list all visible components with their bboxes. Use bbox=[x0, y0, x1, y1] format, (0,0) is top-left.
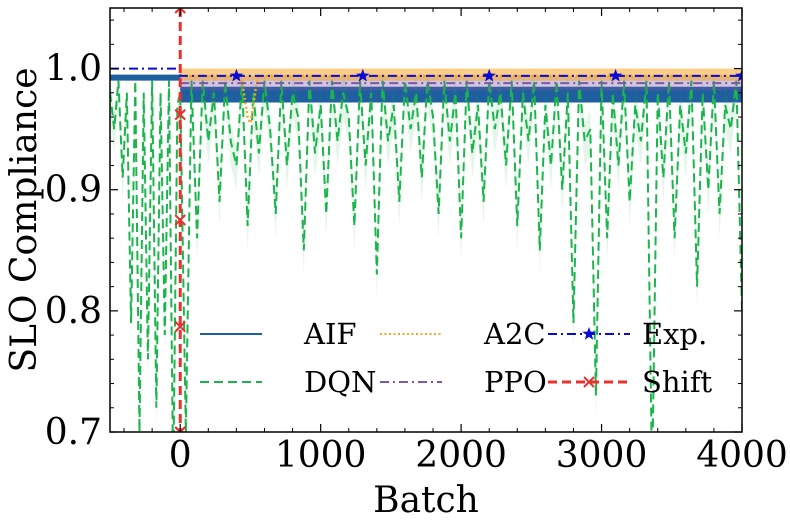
y-tick-label: 0.8 bbox=[45, 291, 102, 332]
x-tick-label: 1000 bbox=[275, 435, 367, 476]
series-layer bbox=[110, 8, 742, 432]
x-axis-title: Batch bbox=[373, 480, 479, 521]
y-tick-label: 0.7 bbox=[45, 412, 102, 453]
y-tick-label: 0.9 bbox=[45, 170, 102, 211]
y-axis-title: SLO Compliance bbox=[4, 67, 45, 372]
shift-x-marker bbox=[174, 214, 186, 226]
legend-star-marker bbox=[582, 327, 596, 340]
series-a2c-line bbox=[180, 74, 742, 128]
x-tick-label: 3000 bbox=[556, 435, 648, 476]
legend-label-exp: Exp. bbox=[642, 317, 707, 351]
y-tick-label: 1.0 bbox=[45, 49, 102, 90]
shift-x-marker bbox=[174, 108, 186, 121]
exp-star-marker bbox=[482, 68, 496, 82]
ticks-layer: 0 1000 2000 3000 4000 0.7 0.8 0.9 1.0 bbox=[45, 8, 788, 476]
legend-x-marker bbox=[583, 376, 595, 388]
legend-label-dqn: DQN bbox=[304, 365, 376, 399]
legend-label-shift: Shift bbox=[642, 365, 713, 399]
x-tick-label: 2000 bbox=[415, 435, 507, 476]
legend-label-aif: AIF bbox=[303, 317, 357, 351]
x-tick-label: 0 bbox=[169, 435, 192, 476]
plot-frame bbox=[109, 7, 743, 433]
legend: AIF A2C Exp. DQN PPO Shift bbox=[200, 317, 713, 399]
legend-label-ppo: PPO bbox=[484, 365, 547, 399]
legend-label-a2c: A2C bbox=[483, 317, 546, 351]
exp-star-marker bbox=[229, 68, 244, 82]
shift-x-marker bbox=[174, 320, 186, 333]
shift-x-marker bbox=[174, 426, 186, 432]
exp-star-marker bbox=[735, 68, 742, 82]
exp-star-marker bbox=[608, 68, 623, 82]
x-tick-label: 4000 bbox=[696, 435, 788, 476]
series-dqn-line bbox=[110, 80, 742, 432]
shift-x-marker bbox=[174, 8, 186, 14]
exp-star-marker bbox=[356, 68, 370, 82]
